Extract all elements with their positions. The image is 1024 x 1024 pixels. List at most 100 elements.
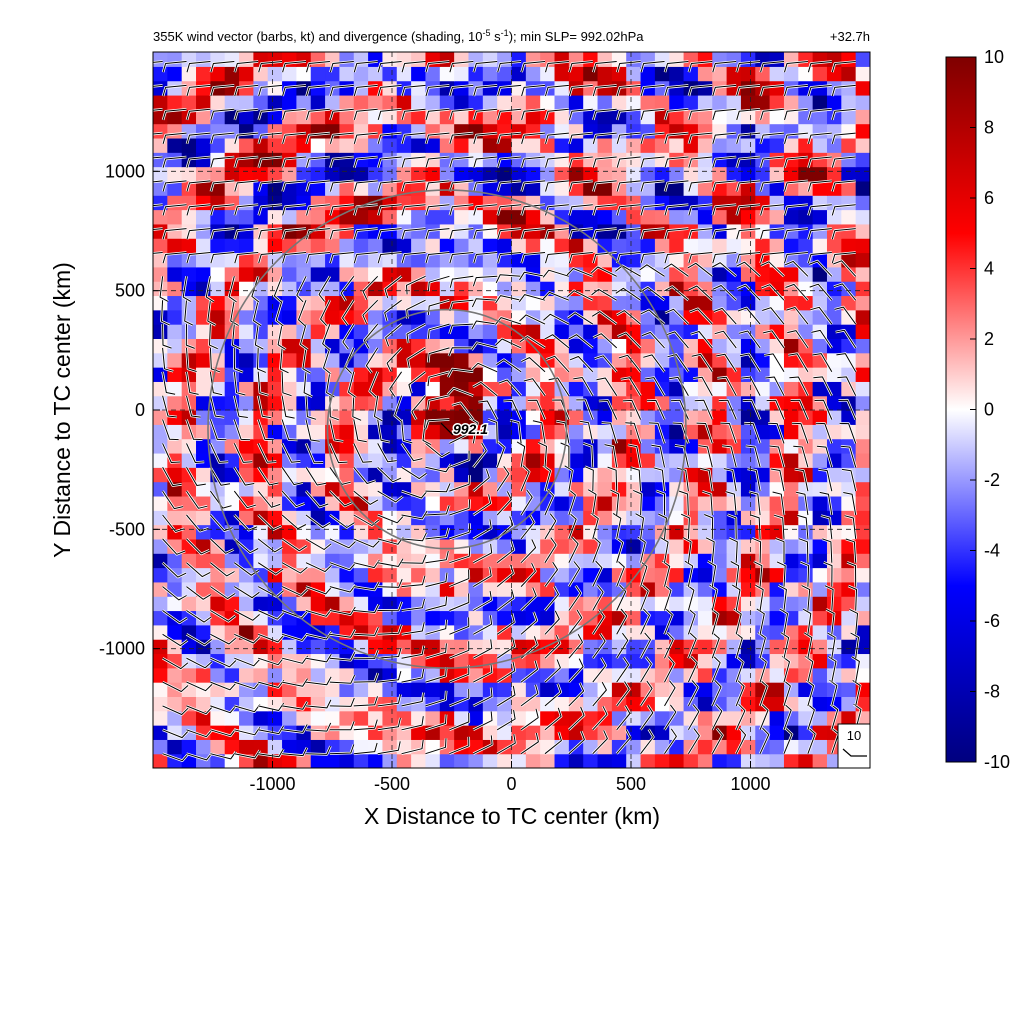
divergence-cell <box>167 438 183 454</box>
divergence-cell <box>210 524 226 540</box>
divergence-cell <box>339 166 355 182</box>
divergence-cell <box>726 682 742 697</box>
wind-barb <box>688 61 713 73</box>
wind-barb <box>814 399 833 420</box>
divergence-cell <box>339 410 355 425</box>
wind-barb <box>473 735 493 755</box>
divergence-cell <box>253 495 269 511</box>
wind-barb <box>568 334 594 349</box>
divergence-cell <box>855 424 870 440</box>
divergence-cell <box>826 438 842 454</box>
wind-barb <box>210 252 235 264</box>
wind-barb <box>538 442 547 468</box>
wind-barb <box>778 584 787 611</box>
divergence-cell <box>411 80 427 96</box>
divergence-cell <box>769 195 785 211</box>
divergence-cell <box>239 252 254 268</box>
divergence-cell <box>554 596 570 612</box>
divergence-cell <box>841 710 857 726</box>
divergence-cell <box>654 94 670 110</box>
wind-barb <box>306 180 330 192</box>
divergence-cell <box>468 209 484 225</box>
divergence-cell <box>310 410 326 425</box>
wind-barb <box>655 490 665 515</box>
wind-barb <box>784 228 808 240</box>
wind-barb <box>425 156 450 168</box>
colorbar-tick-label: -10 <box>984 752 1010 772</box>
wind-barb <box>607 466 618 492</box>
wind-barb <box>282 156 307 168</box>
divergence-cell <box>339 510 355 526</box>
divergence-cell <box>282 309 297 325</box>
wind-barb <box>210 657 237 668</box>
divergence-cell <box>841 123 857 139</box>
wind-barb <box>831 108 856 121</box>
wind-barb <box>449 641 470 659</box>
divergence-cell <box>740 352 756 368</box>
divergence-cell <box>855 410 870 425</box>
divergence-cell <box>755 753 771 768</box>
divergence-cell <box>253 553 269 569</box>
wind-barb <box>233 395 248 418</box>
divergence-cell <box>482 238 498 254</box>
divergence-cell <box>296 94 312 110</box>
wind-barb <box>377 647 402 659</box>
wind-barb <box>257 467 279 486</box>
wind-barb <box>162 490 184 510</box>
wind-barb <box>496 734 516 755</box>
divergence-cell <box>812 152 828 168</box>
divergence-cell <box>382 252 398 268</box>
divergence-cell <box>568 653 584 669</box>
divergence-cell <box>181 710 197 726</box>
divergence-cell <box>310 281 326 297</box>
divergence-cell <box>153 696 168 712</box>
wind-barb <box>281 562 308 574</box>
wind-barb <box>664 84 689 97</box>
wind-barb <box>425 108 450 121</box>
wind-barb <box>427 299 450 316</box>
divergence-cell <box>325 667 341 683</box>
divergence-cell <box>310 438 326 454</box>
divergence-cell <box>296 209 312 225</box>
divergence-cell <box>669 367 685 382</box>
divergence-cell <box>554 510 570 526</box>
divergence-cell <box>540 667 556 683</box>
wind-barb <box>568 132 593 144</box>
divergence-cell <box>712 295 728 311</box>
divergence-cell <box>697 209 713 225</box>
divergence-cell <box>482 94 498 110</box>
wind-barb <box>783 727 793 754</box>
divergence-cell <box>568 238 584 254</box>
wind-barb <box>234 252 259 264</box>
divergence-cell <box>196 166 211 182</box>
divergence-cell <box>439 739 455 755</box>
wind-barb <box>712 252 737 264</box>
divergence-cell <box>583 209 599 225</box>
divergence-cell <box>626 123 642 139</box>
wind-barb <box>848 585 857 611</box>
wind-barb <box>712 61 737 73</box>
divergence-cell <box>511 66 527 82</box>
divergence-cell <box>812 195 828 211</box>
divergence-cell <box>282 495 297 511</box>
divergence-cell <box>454 180 470 196</box>
divergence-cell <box>511 352 527 368</box>
divergence-cell <box>755 209 771 225</box>
wind-barb <box>401 532 427 542</box>
wind-barb <box>377 466 402 483</box>
divergence-cell <box>597 395 613 411</box>
divergence-cell <box>525 324 541 339</box>
divergence-cell <box>181 94 197 110</box>
divergence-cell <box>783 94 799 110</box>
divergence-cell <box>669 180 685 196</box>
wind-barb <box>389 371 403 397</box>
divergence-cell <box>253 352 269 368</box>
divergence-cell <box>468 725 484 740</box>
wind-barb <box>760 261 785 277</box>
divergence-cell <box>812 367 828 382</box>
wind-barb <box>257 443 277 463</box>
divergence-cell <box>597 166 613 182</box>
wind-barb <box>568 156 593 168</box>
wind-barb <box>521 180 546 192</box>
wind-barb <box>684 560 694 587</box>
